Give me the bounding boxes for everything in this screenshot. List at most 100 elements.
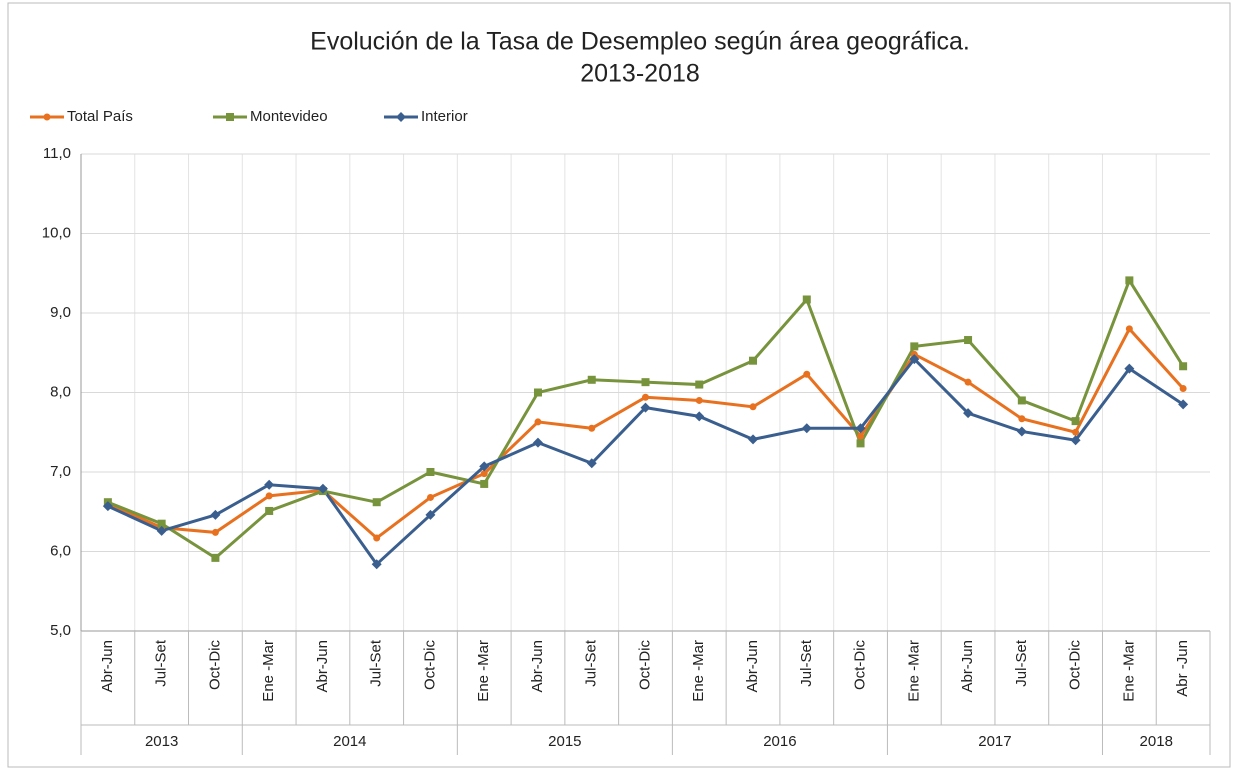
data-point [586,458,597,469]
data-point [317,483,328,494]
legend-label: Total País [67,108,133,125]
x-group-label: 2015 [548,733,581,750]
y-tick-label: 5,0 [50,622,71,639]
data-point [695,396,703,404]
data-point [1179,362,1188,371]
x-group-label: 2017 [978,733,1011,750]
x-group-label: 2014 [333,733,366,750]
data-point [856,439,865,448]
data-point [480,470,488,478]
data-point [1070,435,1081,446]
y-tick-label: 11,0 [43,145,71,162]
data-point [1018,415,1026,423]
data-point [371,559,382,570]
data-point [642,393,649,401]
x-tick-label: Ene -Mar [260,640,277,702]
x-tick-label: Oct-Dic [206,640,223,690]
data-point [426,468,435,476]
data-point [802,295,811,304]
data-point [749,356,758,365]
data-point [964,378,972,386]
x-tick-label: Ene -Mar [690,640,707,702]
data-point [1017,396,1026,405]
x-tick-label: Abr-Jun [314,640,331,693]
data-point [264,479,275,490]
legend-marker [396,112,406,122]
data-point [265,506,274,515]
data-point [1178,399,1189,410]
data-point [426,493,434,501]
data-point [964,336,973,345]
x-tick-label: Oct-Dic [1067,640,1084,690]
data-point [210,509,221,520]
data-point [910,342,919,351]
x-group-label: 2016 [763,733,796,750]
chart-subtitle: 2013-2018 [580,60,700,88]
x-tick-label: Oct-Dic [636,640,653,690]
data-point [1179,385,1187,393]
data-point [588,424,596,432]
data-point [211,528,219,536]
y-tick-label: 10,0 [42,224,71,241]
x-group-label: 2013 [145,733,178,750]
data-point [1072,428,1080,436]
data-point [156,525,167,536]
data-point [801,423,812,434]
y-tick-label: 9,0 [50,304,71,321]
data-point [1071,417,1080,426]
data-point [157,519,166,528]
x-tick-label: Abr-Jun [99,640,116,693]
data-point [425,509,436,520]
x-tick-label: Jul-Set [1013,639,1030,687]
data-point [640,402,651,413]
data-point [372,498,381,507]
data-point [1016,426,1027,437]
data-point [1125,325,1133,333]
x-tick-label: Jul-Set [583,639,600,687]
x-tick-label: Abr -Jun [1174,640,1191,697]
data-point [480,479,489,488]
data-point [748,434,759,445]
data-point [641,378,650,387]
y-tick-label: 8,0 [50,383,71,400]
data-point [857,432,865,440]
data-point [102,501,113,512]
x-tick-label: Jul-Set [153,639,170,687]
data-point [909,354,920,365]
x-tick-label: Abr-Jun [959,640,976,693]
x-tick-label: Ene -Mar [475,640,492,702]
legend-label: Montevideo [250,108,328,125]
data-point [694,411,705,422]
x-tick-label: Jul-Set [798,639,815,687]
data-point [695,380,704,389]
legend-label: Interior [421,108,468,125]
data-point [855,423,866,434]
x-tick-label: Abr-Jun [744,640,761,693]
data-point [533,388,542,397]
data-point [803,370,811,378]
legend-marker [43,113,51,121]
data-point [532,437,543,448]
data-point [211,553,220,562]
data-point [963,408,974,419]
x-tick-label: Ene -Mar [905,640,922,702]
data-point [373,534,381,542]
data-point [479,461,490,472]
x-tick-label: Oct-Dic [852,640,869,690]
x-tick-label: Ene -Mar [1120,640,1137,702]
x-tick-label: Jul-Set [368,639,385,687]
data-point [265,492,273,500]
y-tick-label: 7,0 [50,463,71,480]
data-point [749,403,757,411]
data-point [1125,276,1134,285]
legend-marker [226,113,234,121]
x-group-label: 2018 [1140,733,1173,750]
x-tick-label: Abr-Jun [529,640,546,693]
data-point [587,375,596,384]
data-point [1124,363,1135,374]
chart-title: Evolución de la Tasa de Desempleo según … [310,28,970,56]
data-point [534,418,542,426]
y-tick-label: 6,0 [50,542,71,559]
x-tick-label: Oct-Dic [421,640,438,690]
